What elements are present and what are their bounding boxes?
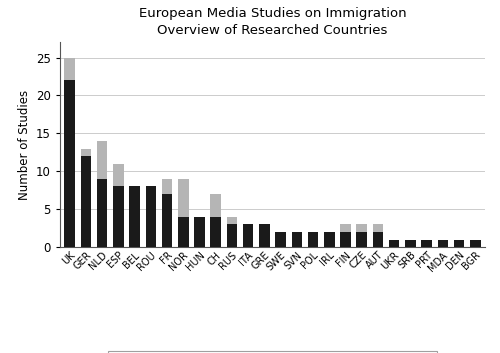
Bar — [130, 186, 140, 247]
Bar — [113, 186, 124, 247]
Bar — [470, 240, 480, 247]
Bar — [178, 179, 188, 217]
Bar — [80, 149, 91, 156]
Bar — [292, 232, 302, 247]
Bar — [226, 225, 237, 247]
Legend: Media Content Studies, Media Effects Studies: Media Content Studies, Media Effects Stu… — [108, 351, 438, 353]
Bar — [210, 217, 221, 247]
Bar — [422, 240, 432, 247]
Bar — [162, 179, 172, 194]
Bar — [389, 240, 400, 247]
Bar — [113, 164, 124, 186]
Bar — [372, 232, 383, 247]
Bar — [226, 217, 237, 225]
Bar — [178, 217, 188, 247]
Bar — [259, 225, 270, 247]
Bar — [162, 194, 172, 247]
Bar — [340, 232, 351, 247]
Bar — [194, 217, 205, 247]
Bar — [64, 58, 75, 80]
Bar — [324, 232, 334, 247]
Bar — [454, 240, 464, 247]
Y-axis label: Number of Studies: Number of Studies — [18, 90, 30, 200]
Bar — [405, 240, 415, 247]
Bar — [80, 156, 91, 247]
Bar — [356, 232, 367, 247]
Bar — [64, 80, 75, 247]
Title: European Media Studies on Immigration
Overview of Researched Countries: European Media Studies on Immigration Ov… — [138, 7, 406, 37]
Bar — [243, 225, 254, 247]
Bar — [210, 194, 221, 217]
Bar — [372, 225, 383, 232]
Bar — [308, 232, 318, 247]
Bar — [356, 225, 367, 232]
Bar — [340, 225, 351, 232]
Bar — [97, 179, 108, 247]
Bar — [438, 240, 448, 247]
Bar — [276, 232, 286, 247]
Bar — [146, 186, 156, 247]
Bar — [97, 141, 108, 179]
